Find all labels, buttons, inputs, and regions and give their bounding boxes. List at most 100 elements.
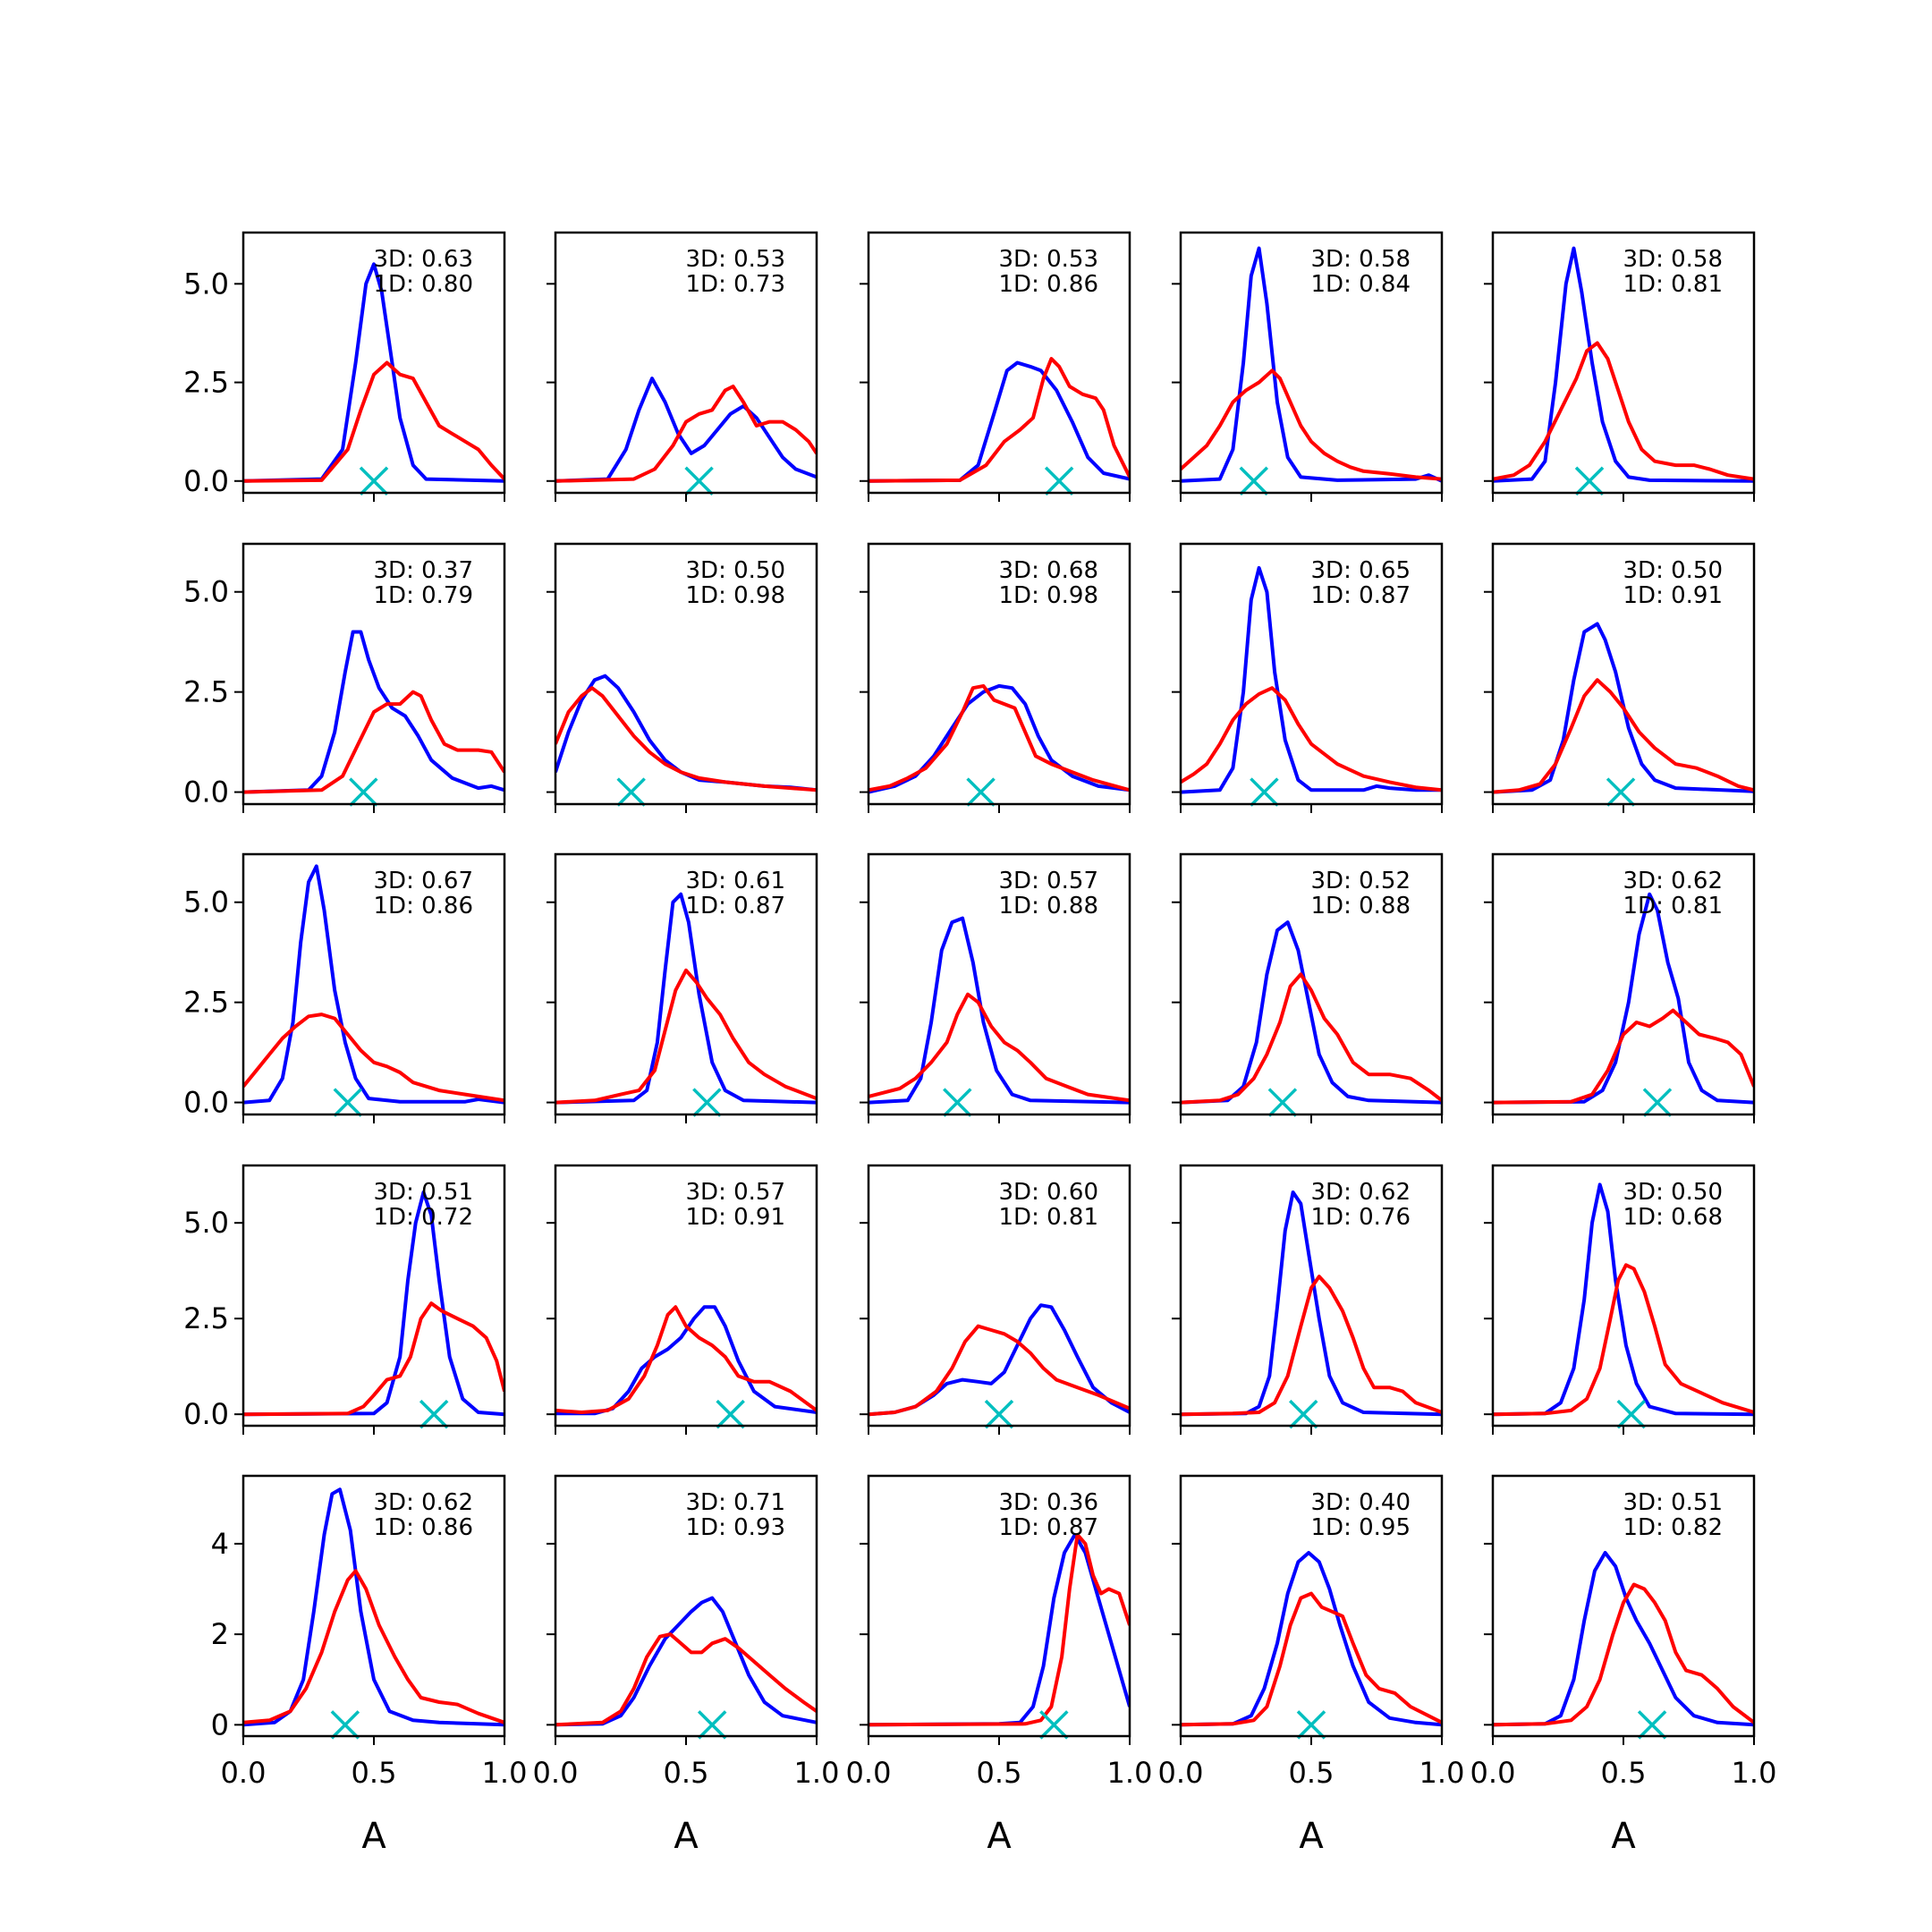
density-line-1d <box>555 1305 817 1414</box>
density-line-3d <box>1493 892 1754 1105</box>
score-1d-label: 1D: 0.93 <box>686 1514 785 1541</box>
true-value-marker <box>984 1399 1014 1429</box>
score-1d-label: 1D: 0.81 <box>1623 271 1723 298</box>
true-value-marker <box>1039 1710 1069 1740</box>
y-tick-label: 2.5 <box>183 986 229 1020</box>
density-line-1d <box>555 385 817 483</box>
density-line-3d <box>243 1191 504 1417</box>
density-line-1d <box>1493 1263 1754 1417</box>
density-line-3d <box>555 377 817 483</box>
true-value-marker <box>1296 1710 1326 1740</box>
true-value-marker <box>349 777 378 807</box>
score-1d-label: 1D: 0.87 <box>999 1514 1098 1541</box>
x-axis-label: A <box>987 1816 1012 1857</box>
score-3d-label: 3D: 0.62 <box>374 1489 473 1516</box>
density-line-1d <box>243 1569 504 1724</box>
density-line-3d <box>1181 1191 1442 1417</box>
score-1d-label: 1D: 0.68 <box>1623 1204 1723 1231</box>
true-value-marker <box>616 777 646 807</box>
score-1d-label: 1D: 0.86 <box>374 1514 473 1541</box>
score-1d-label: 1D: 0.87 <box>1311 582 1411 609</box>
score-1d-label: 1D: 0.76 <box>1311 1204 1411 1231</box>
score-3d-label: 3D: 0.62 <box>1623 868 1723 894</box>
x-tick-label: 0.5 <box>977 1756 1022 1790</box>
y-tick-label: 2 <box>211 1617 229 1651</box>
true-value-marker <box>1239 466 1268 496</box>
score-3d-label: 3D: 0.67 <box>374 868 473 894</box>
density-line-1d <box>555 1632 817 1727</box>
score-3d-label: 3D: 0.60 <box>999 1179 1098 1206</box>
y-tick-label: 2.5 <box>183 1301 229 1335</box>
density-line-1d <box>869 992 1130 1103</box>
true-value-marker <box>943 1088 972 1117</box>
x-tick-label: 1.0 <box>482 1756 528 1790</box>
score-3d-label: 3D: 0.63 <box>374 246 473 273</box>
x-tick-label: 1.0 <box>1419 1756 1465 1790</box>
score-1d-label: 1D: 0.81 <box>1623 893 1723 919</box>
density-line-1d <box>243 360 504 483</box>
score-3d-label: 3D: 0.58 <box>1623 246 1723 273</box>
score-1d-label: 1D: 0.73 <box>686 271 785 298</box>
density-line-1d <box>869 1324 1130 1417</box>
density-line-1d <box>1181 1591 1442 1727</box>
score-3d-label: 3D: 0.36 <box>999 1489 1098 1516</box>
score-3d-label: 3D: 0.40 <box>1311 1489 1411 1516</box>
y-tick-label: 5.0 <box>183 267 229 301</box>
density-line-3d <box>1493 1551 1754 1727</box>
density-line-1d <box>243 690 504 794</box>
x-tick-label: 0.0 <box>1158 1756 1204 1790</box>
score-1d-label: 1D: 0.81 <box>999 1204 1098 1231</box>
score-3d-label: 3D: 0.57 <box>999 868 1098 894</box>
score-1d-label: 1D: 0.87 <box>686 893 785 919</box>
density-line-1d <box>1181 1275 1442 1417</box>
y-tick-label: 5.0 <box>183 1206 229 1240</box>
y-tick-label: 5.0 <box>183 886 229 919</box>
score-1d-label: 1D: 0.98 <box>686 582 785 609</box>
true-value-marker <box>684 466 714 496</box>
true-value-marker <box>1606 777 1636 807</box>
y-tick-label: 5.0 <box>183 575 229 609</box>
true-value-marker <box>1044 466 1074 496</box>
x-tick-label: 0.5 <box>1601 1756 1647 1790</box>
true-value-marker <box>333 1088 363 1117</box>
y-tick-label: 0.0 <box>183 464 229 498</box>
y-tick-label: 2.5 <box>183 366 229 400</box>
score-3d-label: 3D: 0.53 <box>686 246 785 273</box>
density-line-3d <box>243 630 504 794</box>
x-tick-label: 0.0 <box>221 1756 267 1790</box>
density-line-3d <box>869 916 1130 1105</box>
true-value-marker <box>966 777 996 807</box>
density-line-1d <box>555 968 817 1105</box>
density-line-1d <box>869 1532 1130 1727</box>
x-tick-label: 0.0 <box>846 1756 892 1790</box>
density-line-3d <box>243 262 504 483</box>
density-line-3d <box>1181 246 1442 483</box>
score-3d-label: 3D: 0.52 <box>1311 868 1411 894</box>
true-value-marker <box>716 1399 745 1429</box>
density-line-1d <box>1181 972 1442 1105</box>
density-line-3d <box>555 892 817 1105</box>
score-3d-label: 3D: 0.57 <box>686 1179 785 1206</box>
score-1d-label: 1D: 0.72 <box>374 1204 473 1231</box>
x-tick-label: 1.0 <box>1107 1756 1153 1790</box>
true-value-marker <box>697 1710 727 1740</box>
density-line-3d <box>1493 622 1754 794</box>
density-line-1d <box>869 357 1130 483</box>
true-value-marker <box>692 1088 722 1117</box>
